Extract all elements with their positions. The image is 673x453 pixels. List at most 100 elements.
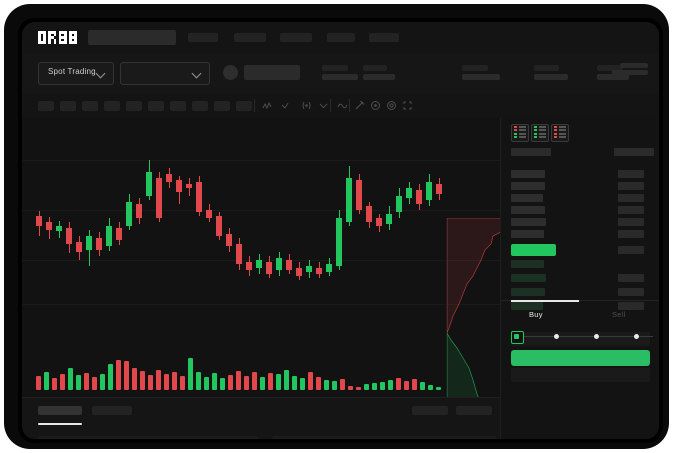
slider-node-3[interactable] bbox=[634, 334, 639, 339]
bid-row-2-amount[interactable] bbox=[618, 274, 644, 282]
orderbook-layout-bids-icon[interactable] bbox=[531, 124, 549, 142]
pair-select-dropdown[interactable] bbox=[120, 62, 210, 85]
candle-12 bbox=[146, 172, 152, 196]
ask-row-1-amount[interactable] bbox=[618, 170, 644, 178]
ask-row-1-price[interactable] bbox=[511, 170, 545, 178]
fullscreen-icon[interactable] bbox=[402, 100, 413, 111]
nav-item-5[interactable] bbox=[369, 33, 399, 42]
volume-bar-1 bbox=[36, 376, 41, 390]
price-chart[interactable] bbox=[22, 118, 501, 439]
ask-row-3-amount[interactable] bbox=[618, 194, 644, 202]
slider-node-0[interactable] bbox=[511, 331, 524, 344]
nav-item-2[interactable] bbox=[234, 33, 266, 42]
magnet-icon[interactable] bbox=[354, 100, 365, 111]
order-form-row-1[interactable] bbox=[511, 332, 650, 346]
tab-buy[interactable]: Buy bbox=[529, 310, 543, 319]
trading-mode-dropdown[interactable]: Spot Trading bbox=[38, 62, 114, 85]
bid-row-1-price[interactable] bbox=[511, 260, 544, 268]
bid-row-3-amount[interactable] bbox=[618, 288, 644, 296]
tool-btn-9[interactable] bbox=[214, 101, 230, 111]
bid-row-4-price[interactable] bbox=[511, 302, 543, 310]
volume-bar-12 bbox=[124, 361, 129, 390]
ask-row-2-price[interactable] bbox=[511, 182, 545, 190]
bottom-action-1[interactable] bbox=[412, 406, 448, 415]
slider-node-2[interactable] bbox=[594, 334, 599, 339]
volume-bar-19 bbox=[180, 376, 185, 390]
okx-logo[interactable] bbox=[38, 31, 80, 44]
volume-bar-18 bbox=[172, 372, 177, 390]
volume-bar-25 bbox=[228, 375, 233, 390]
place-order-button[interactable] bbox=[511, 350, 650, 366]
market-toolbar: Spot Trading bbox=[22, 53, 659, 94]
tool-btn-2[interactable] bbox=[60, 101, 76, 111]
bottom-card-left[interactable] bbox=[38, 436, 258, 439]
candle-5 bbox=[76, 242, 82, 252]
tool-btn-3[interactable] bbox=[82, 101, 98, 111]
market-stat-2-value bbox=[363, 74, 395, 80]
ask-row-5-price[interactable] bbox=[511, 218, 546, 226]
header-meta-line-1 bbox=[620, 63, 648, 68]
ask-row-5-amount[interactable] bbox=[618, 218, 644, 226]
app-screen: Spot Trading bbox=[22, 22, 659, 439]
tab-sell[interactable]: Sell bbox=[612, 310, 626, 319]
chart-type-icon[interactable] bbox=[337, 100, 348, 111]
tool-btn-10[interactable] bbox=[236, 101, 252, 111]
tool-btn-4[interactable] bbox=[104, 101, 120, 111]
bottom-card-right[interactable] bbox=[272, 436, 497, 439]
nav-item-3[interactable] bbox=[280, 33, 312, 42]
bottom-tab-open-orders[interactable] bbox=[38, 406, 82, 415]
text-tool-icon[interactable] bbox=[301, 100, 312, 111]
chevron-down-icon[interactable] bbox=[318, 100, 329, 111]
pair-name-pill[interactable] bbox=[244, 65, 300, 80]
volume-bar-10 bbox=[108, 364, 113, 390]
volume-bar-46 bbox=[396, 378, 401, 390]
brand-search-pill[interactable] bbox=[88, 30, 176, 45]
orderbook-layout-asks-icon[interactable] bbox=[551, 124, 569, 142]
bid-row-2-price[interactable] bbox=[511, 274, 546, 282]
candle-31 bbox=[336, 218, 342, 266]
volume-bar-49 bbox=[420, 382, 425, 390]
orderbook-layout-both-icon[interactable] bbox=[511, 124, 529, 142]
ask-row-6-price[interactable] bbox=[511, 230, 544, 238]
volume-bar-29 bbox=[260, 377, 265, 390]
gridline-1 bbox=[22, 160, 500, 161]
depth-asks-area bbox=[447, 218, 501, 333]
candle-23 bbox=[256, 260, 262, 268]
ask-row-4-amount[interactable] bbox=[618, 206, 644, 214]
settings-icon[interactable] bbox=[386, 100, 397, 111]
tool-btn-5[interactable] bbox=[126, 101, 142, 111]
volume-bar-28 bbox=[252, 372, 257, 390]
volume-bar-45 bbox=[388, 380, 393, 390]
volume-bar-41 bbox=[356, 387, 361, 390]
order-form-row-3[interactable] bbox=[511, 368, 650, 382]
slider-node-1[interactable] bbox=[554, 334, 559, 339]
volume-bar-21 bbox=[196, 372, 201, 390]
tool-btn-7[interactable] bbox=[170, 101, 186, 111]
toolbar-separator-3 bbox=[349, 99, 350, 112]
tool-btn-8[interactable] bbox=[192, 101, 208, 111]
market-stat-2-label bbox=[363, 65, 387, 71]
candle-33 bbox=[356, 180, 362, 210]
ask-row-3-price[interactable] bbox=[511, 194, 543, 202]
bottom-tab-history[interactable] bbox=[92, 406, 132, 415]
ask-row-6-amount[interactable] bbox=[618, 230, 644, 238]
candle-6 bbox=[86, 236, 92, 250]
amount-percent-slider[interactable] bbox=[517, 336, 653, 337]
bottom-action-2[interactable] bbox=[456, 406, 492, 415]
tool-btn-1[interactable] bbox=[38, 101, 54, 111]
candle-7 bbox=[96, 238, 102, 250]
alert-icon[interactable] bbox=[370, 100, 381, 111]
ask-row-4-price[interactable] bbox=[511, 206, 545, 214]
indicators-icon[interactable] bbox=[262, 100, 273, 111]
top-header bbox=[22, 22, 659, 53]
volume-bar-7 bbox=[84, 373, 89, 390]
nav-item-1[interactable] bbox=[188, 33, 218, 42]
bid-row-4-amount[interactable] bbox=[618, 302, 644, 310]
compare-icon[interactable] bbox=[281, 100, 292, 111]
volume-series bbox=[22, 340, 500, 390]
nav-item-4[interactable] bbox=[327, 33, 355, 42]
ask-row-2-amount[interactable] bbox=[618, 182, 644, 190]
bid-row-3-price[interactable] bbox=[511, 288, 545, 296]
tool-btn-6[interactable] bbox=[148, 101, 164, 111]
volume-bar-47 bbox=[404, 381, 409, 390]
